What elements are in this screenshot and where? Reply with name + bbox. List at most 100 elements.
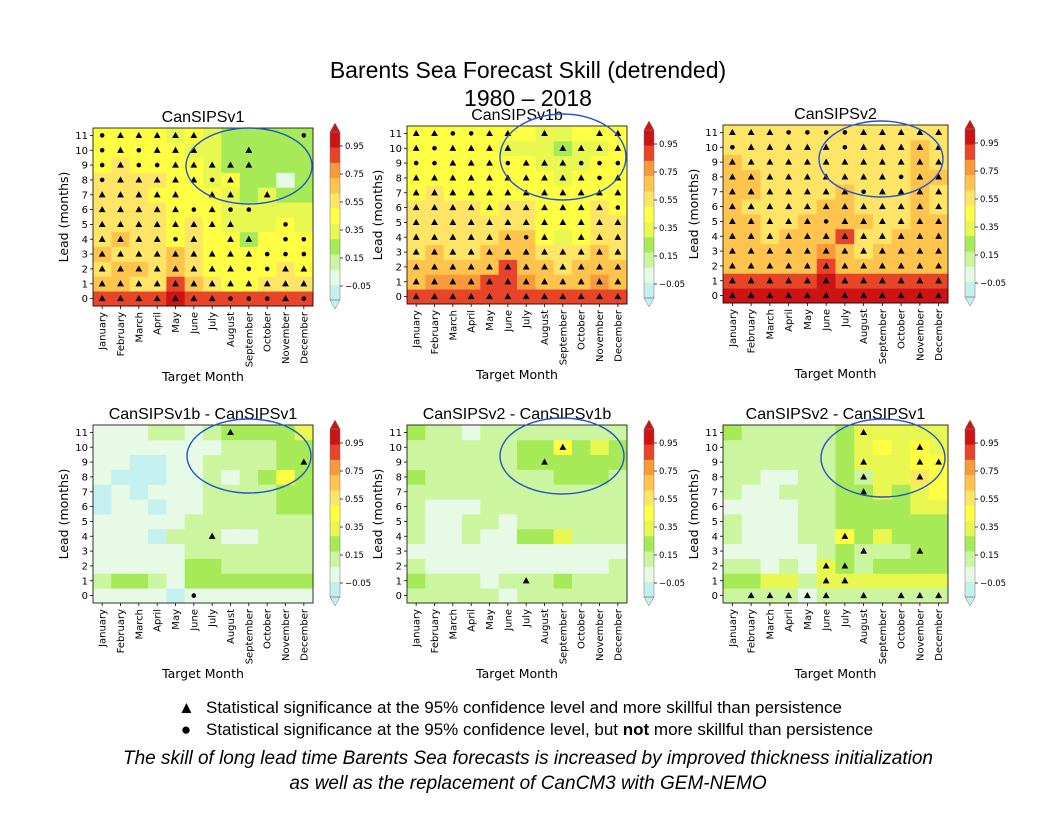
legend-circle-text-bold: not [622, 720, 650, 739]
x-tick-label: July [840, 609, 851, 628]
heatmap-cell [835, 425, 855, 441]
y-tick-label: 11 [705, 128, 718, 139]
significance-triangle [559, 174, 567, 181]
significance-triangle [449, 263, 457, 270]
colorbar-tick-label: −0.05 [980, 579, 1006, 589]
heatmap-cell [553, 425, 573, 441]
heatmap-cell [258, 142, 277, 159]
significance-triangle [935, 202, 943, 210]
significance-triangle [728, 217, 736, 225]
heatmap-cell [276, 425, 296, 441]
heatmap-cell [166, 439, 186, 456]
significance-triangle [431, 292, 438, 300]
heatmap-cell [111, 454, 131, 470]
significance-triangle [935, 217, 943, 225]
heatmap-cell [425, 454, 445, 470]
heatmap-cell [608, 573, 628, 589]
heatmap-cell [407, 514, 426, 530]
heatmap-cell [462, 469, 481, 485]
significance-triangle [916, 217, 924, 225]
x-tick-label: June [189, 609, 200, 632]
significance-triangle [504, 203, 512, 211]
significance-triangle [449, 233, 457, 240]
significance-dot [136, 147, 142, 153]
colorbar-segment [644, 160, 654, 177]
heatmap-cell [480, 573, 500, 589]
significance-triangle [860, 591, 868, 599]
heatmap-cell [517, 499, 536, 515]
significance-triangle [449, 278, 457, 285]
heatmap-cell [294, 202, 314, 218]
colorbar-tick-label: 0.75 [980, 467, 999, 477]
heatmap-cell [407, 528, 426, 545]
significance-triangle [486, 189, 493, 196]
significance-triangle [227, 176, 234, 183]
colorbar-segment [330, 490, 340, 506]
heatmap-cell [590, 469, 610, 485]
significance-triangle [449, 248, 457, 255]
x-tick-label: November [915, 308, 926, 361]
significance-triangle [897, 247, 905, 254]
heatmap-cell [462, 499, 481, 515]
heatmap-cell [462, 514, 481, 530]
heatmap-cell [148, 514, 167, 530]
colorbar-segment [644, 444, 654, 460]
heatmap-cell [779, 499, 799, 515]
highlight-ellipse [185, 127, 313, 205]
heatmap-cell [741, 528, 761, 545]
x-tick-label: October [897, 608, 908, 649]
colorbar-segment [330, 223, 340, 240]
y-tick-label: 4 [712, 232, 718, 243]
heatmap-cell [462, 439, 481, 456]
heatmap-cell [203, 454, 222, 470]
colorbar-tick-label: 0.15 [345, 254, 364, 264]
colorbar-segment [965, 566, 975, 583]
heatmap-cell [779, 558, 799, 574]
significance-triangle [747, 217, 755, 225]
heatmap-cell [148, 439, 167, 456]
significance-triangle [577, 174, 585, 181]
heatmap-cell [929, 425, 949, 441]
significance-dot [246, 296, 252, 301]
significance-triangle [878, 202, 886, 210]
heatmap-cell [111, 484, 131, 500]
caption-line1: The skill of long lead time Barents Sea … [123, 748, 933, 769]
colorbar-segment [330, 177, 340, 194]
heatmap-cell [741, 558, 761, 574]
significance-dot [283, 236, 288, 242]
heatmap-cell [407, 469, 426, 485]
heatmap-cell [93, 439, 112, 456]
significance-triangle [878, 247, 886, 254]
heatmap-cell [462, 573, 481, 589]
caption-line2: as well as the replacement of CanCM3 wit… [289, 773, 767, 794]
heatmap-frame [406, 424, 628, 604]
significance-triangle [135, 205, 143, 213]
heatmap-cell [760, 573, 780, 589]
heatmap-cell [891, 439, 911, 456]
heatmap-cell [723, 454, 743, 470]
heatmap-cell [891, 484, 911, 500]
y-tick-label: 10 [75, 146, 88, 157]
heatmap-cell [129, 439, 149, 456]
significance-dot [805, 130, 810, 135]
heatmap-cell [166, 499, 186, 515]
heatmap-cell [443, 469, 463, 485]
significance-triangle [614, 278, 622, 285]
heatmap-cell [276, 157, 296, 173]
heatmap-cell [425, 543, 445, 559]
heatmap-cell [184, 484, 204, 500]
heatmap-cell [779, 439, 799, 456]
significance-triangle [803, 291, 811, 299]
heatmap-cell [221, 142, 241, 159]
significance-triangle [263, 191, 271, 198]
significance-dot [154, 162, 160, 168]
heatmap-cell [723, 484, 743, 500]
y-tick-label: 4 [82, 532, 88, 543]
heatmap-cell [129, 558, 149, 574]
heatmap-cell [498, 484, 518, 500]
significance-triangle [541, 292, 548, 300]
heatmap-cell [184, 187, 204, 203]
colorbar-segment [330, 162, 340, 179]
significance-triangle [486, 233, 493, 240]
significance-triangle [135, 131, 143, 139]
